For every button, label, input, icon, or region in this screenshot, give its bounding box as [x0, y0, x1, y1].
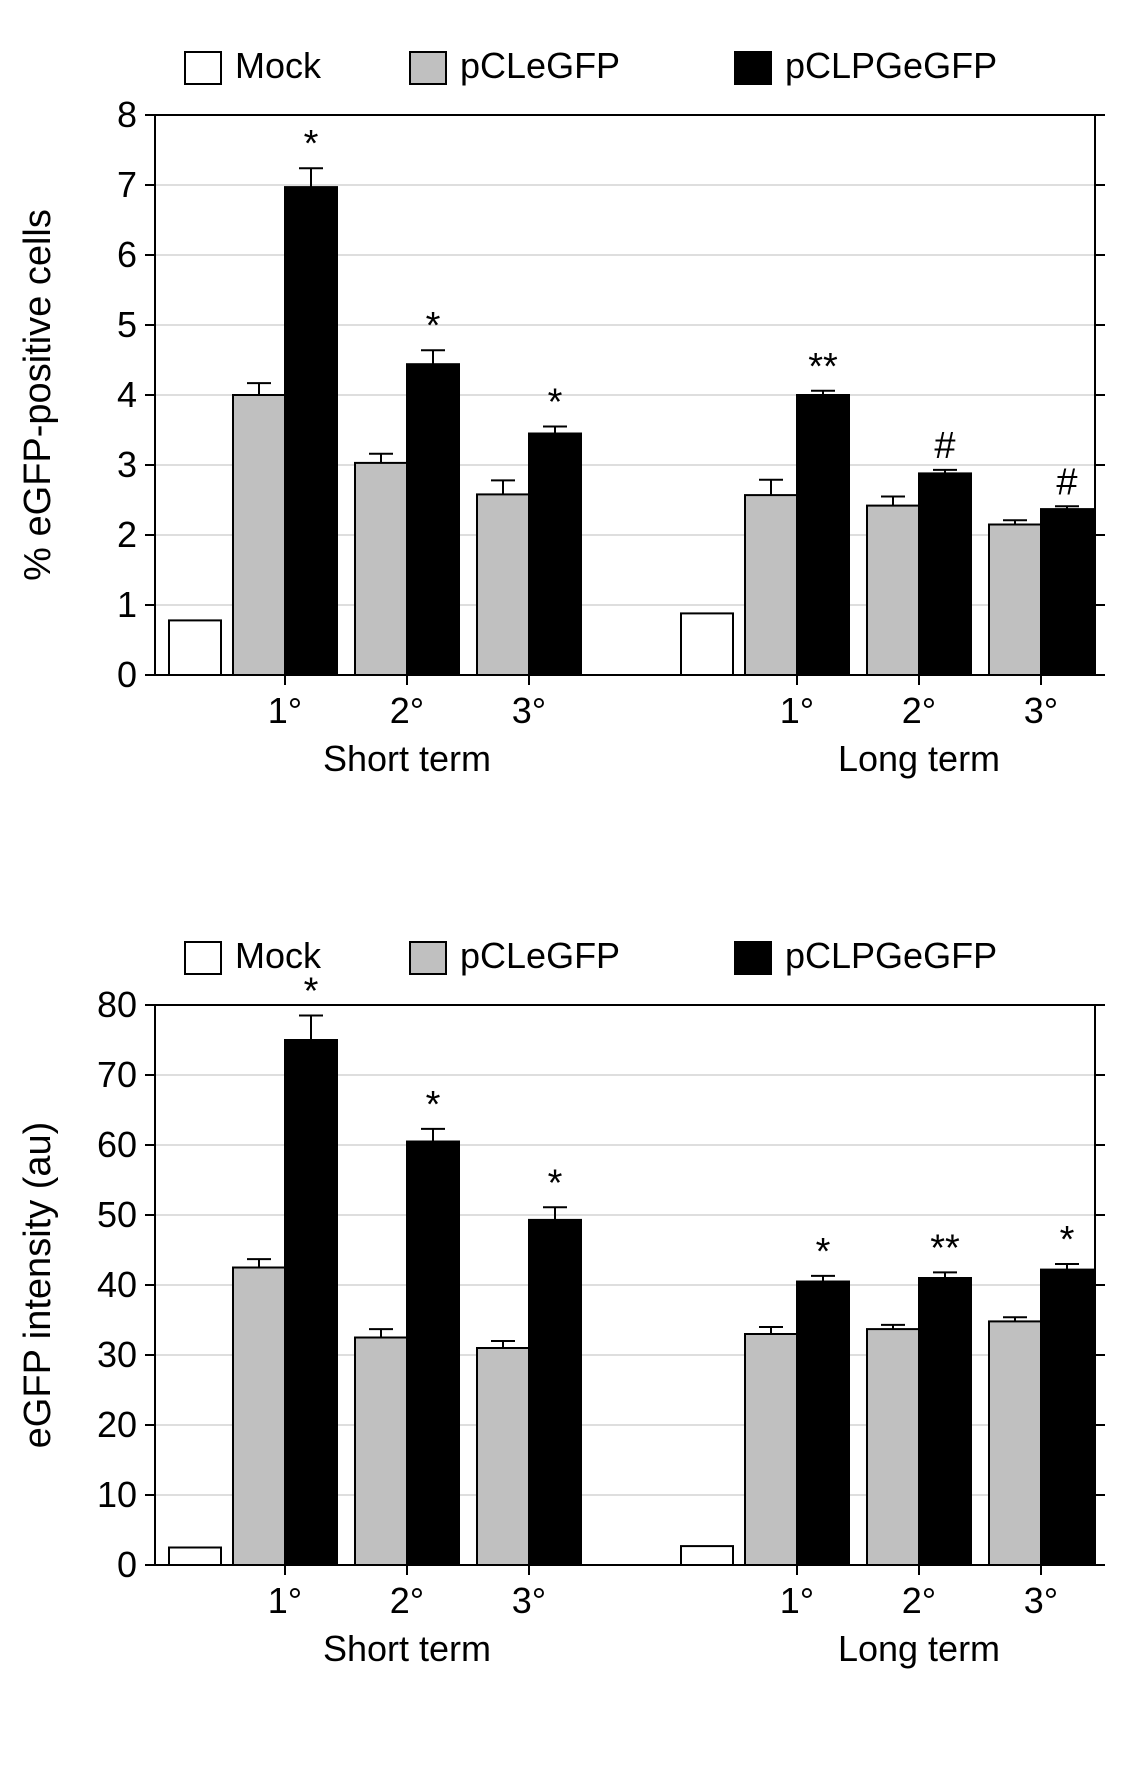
y-tick-label: 6 — [117, 234, 137, 275]
group-label: Short term — [323, 738, 491, 779]
significance-marker: * — [816, 1231, 831, 1273]
y-tick-label: 10 — [97, 1474, 137, 1515]
y-tick-label: 3 — [117, 444, 137, 485]
y-tick-label: 20 — [97, 1404, 137, 1445]
significance-marker: # — [1056, 461, 1077, 503]
bar-pclpgegfp — [797, 395, 849, 675]
y-tick-label: 70 — [97, 1054, 137, 1095]
y-axis-label: % eGFP-positive cells — [17, 209, 59, 581]
significance-marker: * — [304, 123, 319, 165]
significance-marker: * — [548, 1162, 563, 1204]
legend-label: Mock — [235, 45, 322, 86]
y-tick-label: 40 — [97, 1264, 137, 1305]
significance-marker: * — [426, 1084, 441, 1126]
significance-marker: * — [304, 971, 319, 1013]
y-tick-label: 8 — [117, 94, 137, 135]
bar-pclpgegfp — [407, 364, 459, 675]
y-tick-label: 4 — [117, 374, 137, 415]
bar-pclpgegfp — [919, 1278, 971, 1565]
bar-pclegfp — [355, 1338, 407, 1566]
y-tick-label: 60 — [97, 1124, 137, 1165]
bar-pclegfp — [745, 1334, 797, 1565]
x-tick-label: 1° — [780, 1580, 814, 1621]
y-tick-label: 2 — [117, 514, 137, 555]
legend-label: pCLPGeGFP — [785, 935, 997, 976]
bar-pclpgegfp — [529, 1220, 581, 1565]
y-tick-label: 0 — [117, 1544, 137, 1585]
bar-pclpgegfp — [529, 434, 581, 676]
bar-pclpgegfp — [1041, 509, 1093, 675]
bar-pclpgegfp — [285, 1040, 337, 1565]
x-tick-label: 2° — [902, 1580, 936, 1621]
x-tick-label: 1° — [268, 1580, 302, 1621]
y-tick-label: 30 — [97, 1334, 137, 1375]
significance-marker: * — [426, 305, 441, 347]
bar-pclegfp — [233, 395, 285, 675]
bar-pclpgegfp — [1041, 1270, 1093, 1565]
legend-label: pCLeGFP — [460, 935, 620, 976]
bar-mock — [681, 1546, 733, 1565]
y-tick-label: 80 — [97, 984, 137, 1025]
legend-label: pCLPGeGFP — [785, 45, 997, 86]
legend-item: Mock — [185, 45, 322, 86]
group-label: Long term — [838, 1628, 1000, 1669]
bar-pclegfp — [867, 506, 919, 675]
bar-pclegfp — [477, 494, 529, 675]
figure: Mock pCLeGFP pCLPGeGFP 0 1 2 3 4 5 6 7 8 % eGFP-posi… — [0, 0, 1147, 1778]
legend-label: pCLeGFP — [460, 45, 620, 86]
x-tick-label: 2° — [390, 1580, 424, 1621]
x-tick-label: 3° — [1024, 1580, 1058, 1621]
y-tick-label: 50 — [97, 1194, 137, 1235]
x-tick-label: 2° — [902, 690, 936, 731]
legend-item: pCLeGFP — [410, 45, 620, 86]
x-tick-label: 3° — [1024, 690, 1058, 731]
bar-pclpgegfp — [407, 1142, 459, 1566]
bar-pclegfp — [989, 1321, 1041, 1565]
x-tick-label: 1° — [780, 690, 814, 731]
group-label: Short term — [323, 1628, 491, 1669]
x-tick-label: 1° — [268, 690, 302, 731]
significance-marker: * — [1060, 1219, 1075, 1261]
bar-pclegfp — [355, 463, 407, 675]
significance-marker: # — [934, 425, 955, 467]
group-label: Long term — [838, 738, 1000, 779]
y-tick-label: 1 — [117, 584, 137, 625]
bar-pclpgegfp — [919, 473, 971, 675]
y-tick-label: 0 — [117, 654, 137, 695]
y-axis-label: eGFP intensity (au) — [17, 1122, 59, 1449]
y-tick-label: 7 — [117, 164, 137, 205]
x-tick-label: 3° — [512, 690, 546, 731]
legend-item: pCLeGFP — [410, 935, 620, 976]
y-tick-label: 5 — [117, 304, 137, 345]
bar-mock — [169, 1548, 221, 1566]
bar-mock — [681, 613, 733, 675]
x-tick-label: 2° — [390, 690, 424, 731]
bar-pclpgegfp — [285, 187, 337, 675]
x-tick-label: 3° — [512, 1580, 546, 1621]
significance-marker: * — [548, 382, 563, 424]
bar-pclegfp — [477, 1348, 529, 1565]
bar-pclegfp — [867, 1329, 919, 1565]
bar-pclegfp — [745, 495, 797, 675]
legend-item: Mock — [185, 935, 322, 976]
bar-pclegfp — [233, 1268, 285, 1566]
significance-marker: ** — [808, 346, 838, 388]
bar-pclegfp — [989, 525, 1041, 676]
bar-pclpgegfp — [797, 1282, 849, 1566]
bar-mock — [169, 620, 221, 675]
significance-marker: ** — [930, 1227, 960, 1269]
